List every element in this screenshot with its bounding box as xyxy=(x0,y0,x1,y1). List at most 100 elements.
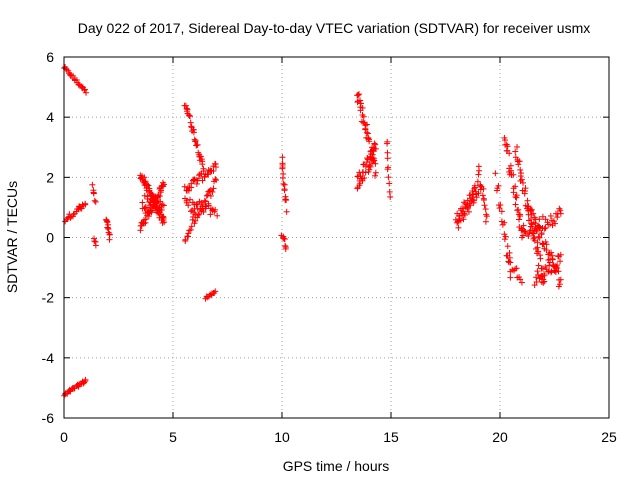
data-point xyxy=(195,212,202,219)
data-point xyxy=(192,138,199,145)
data-point xyxy=(192,176,199,183)
data-point xyxy=(156,193,163,200)
data-point xyxy=(552,220,559,227)
data-point xyxy=(528,206,535,213)
data-point xyxy=(386,180,393,187)
data-point xyxy=(506,150,513,157)
data-point xyxy=(518,176,525,183)
data-point xyxy=(517,211,524,218)
data-point xyxy=(556,205,563,212)
data-point xyxy=(520,232,527,239)
data-point xyxy=(469,196,476,203)
data-point xyxy=(77,203,84,210)
x-tick-label: 0 xyxy=(60,429,68,445)
data-point xyxy=(82,200,89,207)
data-point xyxy=(187,113,194,120)
data-point xyxy=(372,145,379,152)
data-point xyxy=(470,199,477,206)
data-point xyxy=(531,282,538,289)
data-point xyxy=(557,258,564,265)
data-point xyxy=(520,222,527,229)
data-point xyxy=(517,166,524,173)
data-point xyxy=(363,129,370,136)
data-point xyxy=(159,214,166,221)
data-point xyxy=(187,208,194,215)
data-point xyxy=(387,193,394,200)
data-point xyxy=(518,170,525,177)
data-point xyxy=(366,138,373,145)
data-point xyxy=(201,197,208,204)
data-point xyxy=(155,192,162,199)
data-point xyxy=(104,218,111,225)
data-point xyxy=(514,143,521,150)
data-point xyxy=(206,188,213,195)
data-point xyxy=(521,188,528,195)
data-point xyxy=(497,202,504,209)
data-point xyxy=(202,198,209,205)
data-point xyxy=(536,234,543,241)
data-point xyxy=(90,190,97,197)
data-point xyxy=(68,386,75,393)
data-point xyxy=(157,198,164,205)
data-point xyxy=(196,211,203,218)
plot-frame xyxy=(63,56,610,419)
data-point xyxy=(512,148,519,155)
data-point xyxy=(498,208,505,215)
data-point xyxy=(282,245,289,252)
data-point xyxy=(188,223,195,230)
data-point xyxy=(492,170,499,177)
data-point xyxy=(475,171,482,178)
data-point xyxy=(372,172,379,179)
data-point xyxy=(363,121,370,128)
data-point xyxy=(555,268,562,275)
y-tick-label: -2 xyxy=(42,290,55,306)
data-point xyxy=(194,214,201,221)
data-point xyxy=(496,205,503,212)
data-point xyxy=(384,149,391,156)
data-point xyxy=(372,141,379,148)
data-point xyxy=(516,224,523,231)
data-point xyxy=(557,210,564,217)
data-point xyxy=(473,194,480,201)
chart-title: Day 022 of 2017, Sidereal Day-to-day VTE… xyxy=(78,20,591,36)
data-point xyxy=(144,181,151,188)
data-point xyxy=(524,197,531,204)
data-point xyxy=(369,151,376,158)
data-point xyxy=(141,192,148,199)
data-point xyxy=(512,201,519,208)
data-point xyxy=(384,155,391,162)
data-point xyxy=(182,102,189,109)
data-point xyxy=(159,219,166,226)
data-point xyxy=(543,247,550,254)
data-point xyxy=(207,211,214,218)
data-point xyxy=(518,227,525,234)
data-point xyxy=(65,67,72,74)
data-point xyxy=(534,268,541,275)
data-point xyxy=(479,192,486,199)
data-point xyxy=(549,256,556,263)
data-point xyxy=(471,182,478,189)
data-point xyxy=(474,178,481,185)
data-point xyxy=(142,219,149,226)
data-point xyxy=(554,262,561,269)
data-point xyxy=(209,188,216,195)
data-point xyxy=(356,91,363,98)
data-point xyxy=(199,205,206,212)
data-point xyxy=(362,125,369,132)
data-point xyxy=(386,188,393,195)
data-point xyxy=(185,112,192,119)
data-point xyxy=(556,281,563,288)
data-point xyxy=(529,223,536,230)
data-point xyxy=(148,209,155,216)
data-point xyxy=(213,177,220,184)
data-point xyxy=(516,216,523,223)
data-point xyxy=(210,167,217,174)
x-tick-label: 25 xyxy=(601,429,617,445)
grid-lines xyxy=(64,57,609,418)
data-point xyxy=(193,180,200,187)
data-point xyxy=(517,276,524,283)
data-point xyxy=(359,104,366,111)
data-point xyxy=(521,228,528,235)
data-point xyxy=(82,376,89,383)
data-point xyxy=(535,262,542,269)
